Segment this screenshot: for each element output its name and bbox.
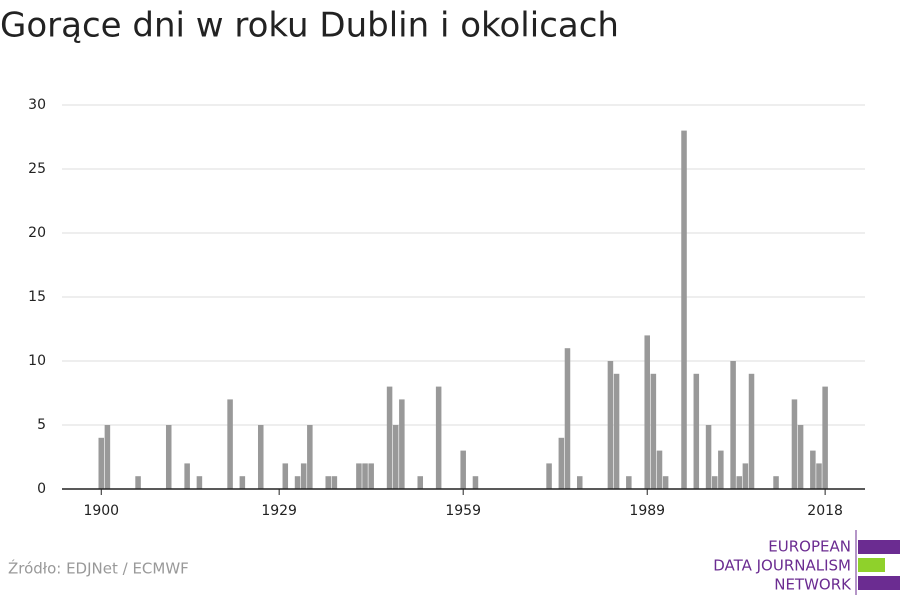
logo-bar (858, 558, 885, 572)
bar (693, 373, 700, 489)
source: Źródło: EDJNet / ECMWF (8, 559, 189, 578)
logo-text: DATA JOURNALISM (713, 557, 851, 575)
bar (307, 425, 313, 489)
bar (362, 463, 368, 489)
bar (417, 476, 424, 489)
bar (282, 463, 289, 489)
bar (558, 437, 565, 489)
bar (196, 476, 203, 489)
bar (257, 425, 264, 489)
bar (165, 425, 172, 489)
bar (773, 476, 779, 489)
bar (816, 463, 822, 489)
x-tick-label: 2018 (807, 503, 843, 519)
bar (810, 450, 816, 489)
x-tick-label: 1959 (445, 503, 481, 519)
x-tick-label: 1929 (261, 503, 297, 519)
x-tick-label: 1989 (629, 503, 665, 519)
y-tick-label: 20 (28, 225, 46, 241)
bar (681, 130, 687, 489)
y-tick-label: 5 (37, 417, 46, 433)
bar (331, 476, 338, 489)
bar (460, 450, 466, 489)
bar (626, 476, 632, 489)
bar (386, 386, 393, 489)
chart-title: Gorące dni w roku Dublin i okolicach (0, 6, 619, 46)
y-tick-label: 25 (28, 161, 46, 177)
bar (368, 463, 374, 489)
bar (325, 476, 331, 489)
bar (736, 476, 743, 489)
bar (546, 463, 552, 489)
bar (791, 399, 798, 489)
bar (711, 476, 718, 489)
bar (742, 463, 749, 489)
bar (730, 361, 736, 489)
bar (98, 437, 105, 489)
bar (576, 476, 583, 489)
bar (650, 373, 657, 489)
bar (435, 386, 442, 489)
bar (472, 476, 479, 489)
y-tick-label: 0 (37, 481, 46, 497)
bar (239, 476, 246, 489)
logo-bar (858, 540, 900, 554)
bar (300, 463, 307, 489)
bar (662, 476, 669, 489)
logo-text: NETWORK (774, 576, 852, 594)
bar (392, 425, 399, 489)
logo-text: EUROPEAN (768, 538, 851, 556)
bar (748, 373, 755, 489)
bar (135, 476, 141, 489)
bar (184, 463, 190, 489)
y-tick-label: 30 (28, 97, 46, 113)
bar (607, 361, 614, 489)
bar (797, 425, 804, 489)
logo: EUROPEAN DATA JOURNALISM NETWORK (713, 530, 900, 595)
bar (644, 335, 650, 489)
bar (705, 425, 712, 489)
bar (356, 463, 362, 489)
bar (564, 348, 571, 489)
bar (399, 399, 405, 489)
bar (227, 399, 233, 489)
bar (104, 425, 111, 489)
bar (822, 386, 828, 489)
logo-bar (858, 576, 900, 590)
bar (613, 373, 620, 489)
y-tick-label: 10 (28, 353, 46, 369)
x-tick-label: 1900 (83, 503, 119, 519)
bar (656, 450, 663, 489)
y-tick-label: 15 (28, 289, 46, 305)
bar (718, 450, 724, 489)
bar (294, 476, 301, 489)
